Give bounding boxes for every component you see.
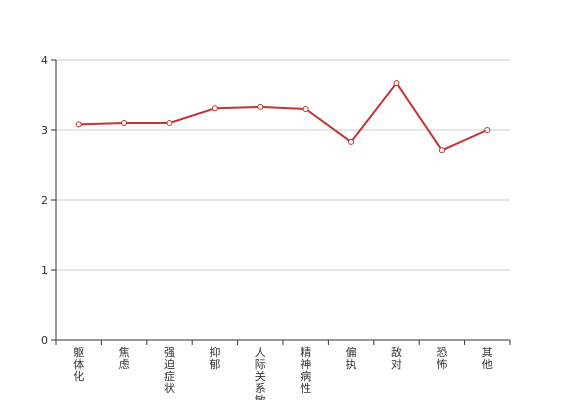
y-axis: 0 1 2 3 4 [41,54,57,347]
data-point[interactable] [348,138,355,145]
x-tick-label: 强迫症状 [164,346,175,395]
data-point[interactable] [438,147,445,154]
x-axis: 躯体化 焦虑 强迫症状 抑郁 人际关系敏感 精神病性 偏执 敌对 恐怖 其他 [55,339,511,400]
data-point[interactable] [484,127,491,133]
x-tick-label: 抑郁 [209,345,220,371]
x-tick-label: 焦虑 [119,346,130,371]
y-tick-label: 0 [41,334,48,347]
y-tick-label: 1 [41,264,48,277]
series-group [75,80,491,154]
data-point[interactable] [211,105,218,112]
x-tick-label: 偏执 [346,345,357,371]
y-tick-label: 4 [41,54,48,67]
x-tick-label: 躯体化 [73,346,84,383]
data-point[interactable] [302,106,309,112]
y-tick-label: 3 [41,124,48,137]
x-tick-label: 人际关系敏感 [255,346,266,400]
data-point[interactable] [257,103,264,110]
data-point[interactable] [75,121,82,128]
data-point[interactable] [166,120,173,126]
series-line [78,82,488,152]
x-tick-label: 精神病性 [300,346,311,395]
grid-lines [56,59,510,271]
x-tick-label: 恐怖 [436,346,447,371]
x-tick-label: 其他 [482,346,493,371]
data-point[interactable] [121,120,128,126]
data-point[interactable] [393,80,400,87]
y-tick-label: 2 [41,194,48,207]
x-tick-label: 敌对 [391,345,402,371]
